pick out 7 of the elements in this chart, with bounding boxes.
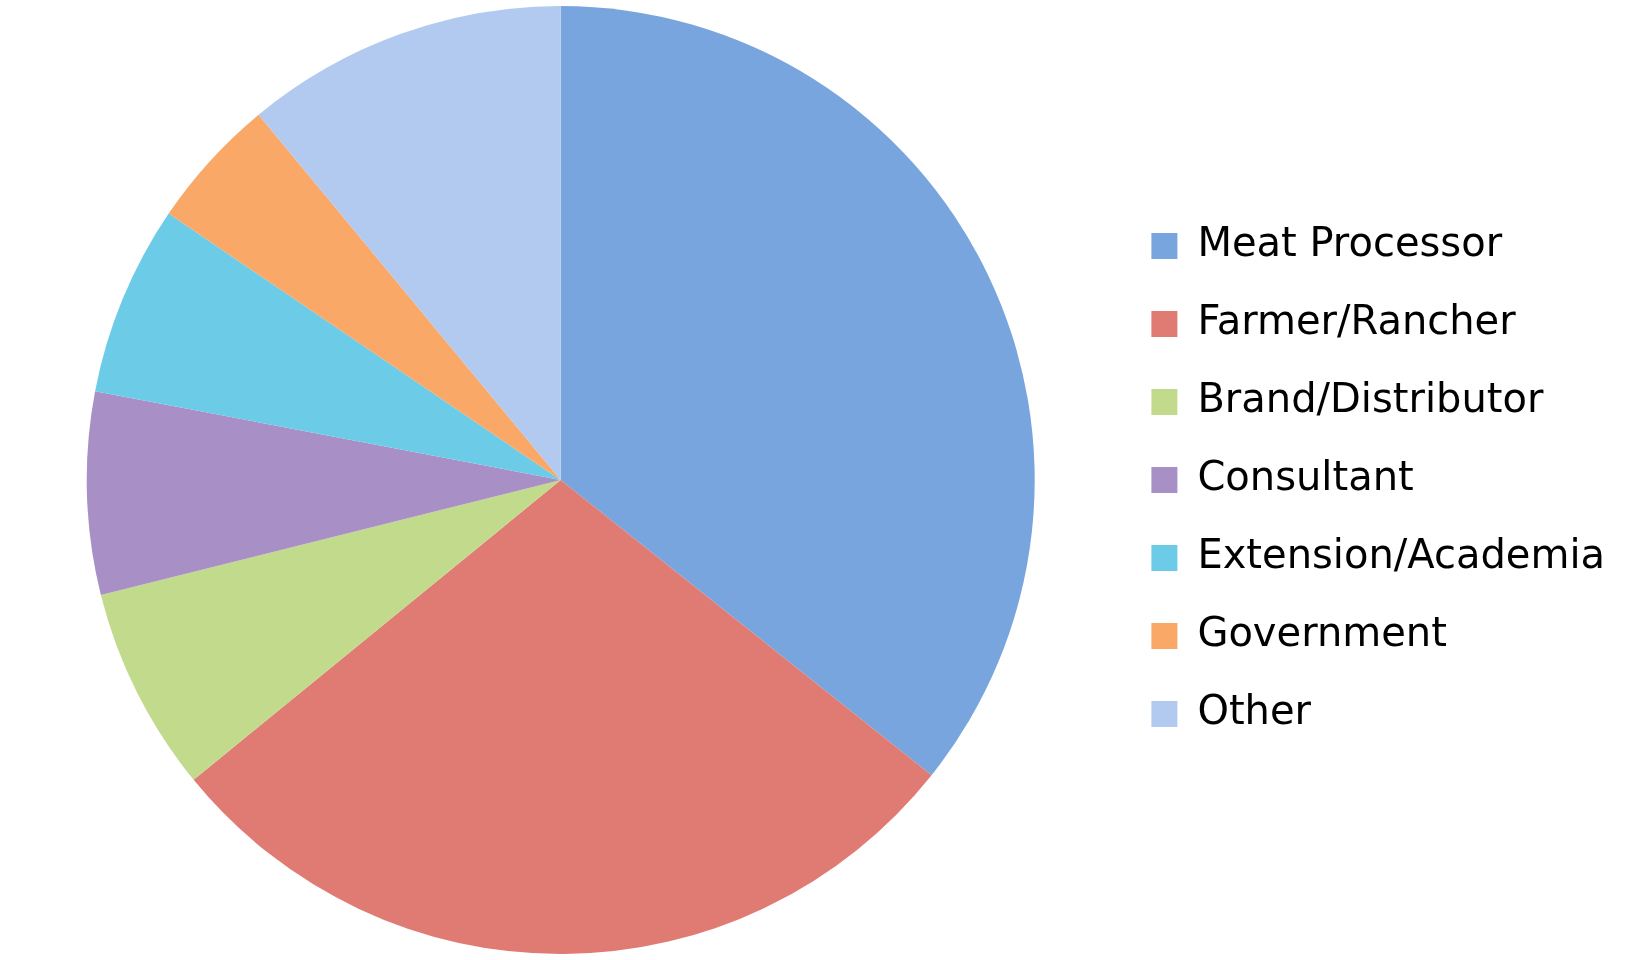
legend-label: Extension/Academia bbox=[1197, 531, 1606, 578]
legend-label: Brand/Distributor bbox=[1197, 375, 1544, 422]
legend-label: Government bbox=[1197, 609, 1447, 656]
legend-label: Meat Processor bbox=[1197, 219, 1503, 266]
legend-label: Other bbox=[1197, 687, 1312, 734]
legend-label: Farmer/Rancher bbox=[1197, 297, 1517, 344]
legend-label: Consultant bbox=[1197, 453, 1414, 500]
